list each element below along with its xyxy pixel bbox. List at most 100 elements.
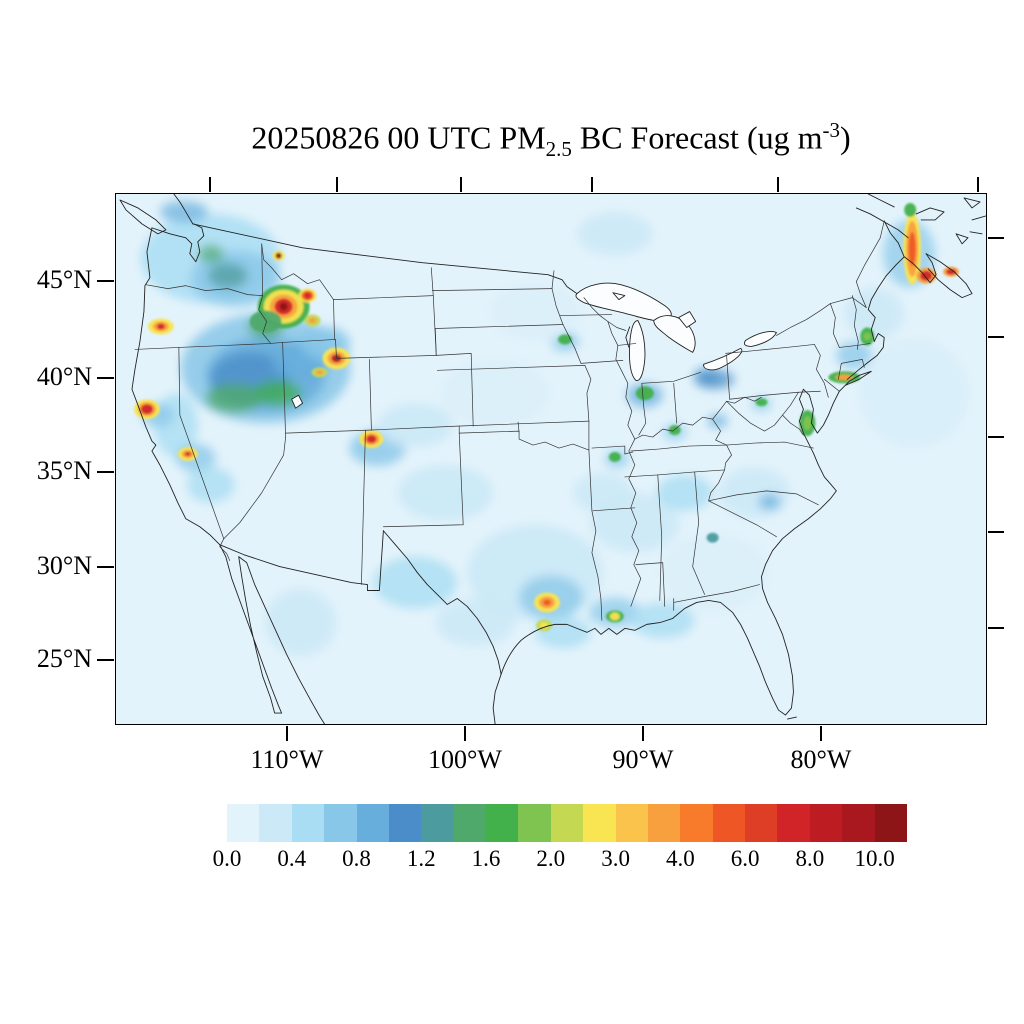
pm-hotspot	[706, 532, 719, 543]
colorbar-cell	[809, 804, 843, 842]
top-tick	[977, 177, 979, 192]
lat-tick	[97, 659, 114, 661]
pm-haze-blob	[197, 244, 224, 263]
pm-haze-blob	[264, 588, 337, 657]
colorbar-tick-label: 4.0	[665, 846, 695, 871]
colorbar-cell	[388, 804, 422, 842]
colorbar-cell	[259, 804, 292, 842]
title-middle: BC Forecast (ug m	[571, 119, 823, 156]
pm-hotspot	[557, 334, 572, 345]
pm-hotspot	[803, 416, 812, 431]
great-lakes	[291, 282, 777, 409]
pm-haze-blob	[656, 474, 713, 511]
colorbar-cell	[680, 804, 713, 842]
pm-hotspot	[543, 599, 551, 606]
top-tick	[336, 177, 338, 192]
colorbar-cell	[453, 804, 486, 842]
pm-haze-blob	[373, 556, 458, 609]
lon-tick	[820, 726, 822, 741]
pm-haze-blob	[377, 403, 454, 448]
lat-tick-label: 45°N	[36, 265, 92, 294]
title-prefix: 20250826 00 UTC PM	[251, 119, 546, 156]
pm-hotspot	[908, 231, 916, 266]
colorbar-cell	[227, 804, 260, 842]
top-tick	[777, 177, 779, 192]
colorbar-tick-label: 8.0	[795, 846, 825, 871]
pm-haze-blob	[576, 211, 653, 256]
pm-haze-blob	[207, 262, 248, 289]
colorbar-cell	[550, 804, 584, 842]
lat-tick-label: 40°N	[36, 362, 92, 391]
colorbar-cell	[356, 804, 389, 842]
colorbar-tick-label: 1.2	[406, 846, 436, 871]
colorbar-cell	[324, 804, 357, 842]
colorbar-tick-label: 0.8	[342, 846, 371, 871]
lat-tick	[97, 377, 114, 379]
pm-haze-blob	[435, 598, 516, 647]
lon-tick-label: 80°W	[790, 745, 852, 774]
colorbar	[227, 804, 907, 842]
colorbar-cell	[777, 804, 810, 842]
pm-hotspot	[635, 386, 654, 401]
colorbar-cell	[421, 804, 454, 842]
pm-haze-blob	[253, 380, 302, 407]
page-title: 20250826 00 UTC PM2.5 BC Forecast (ug m-…	[115, 118, 987, 162]
lat-tick-label: 35°N	[36, 456, 92, 485]
colorbar-cell	[842, 804, 875, 842]
pm-haze-blob	[159, 200, 208, 223]
colorbar-cell	[647, 804, 681, 842]
colorbar-cell	[712, 804, 745, 842]
pm-hotspot	[904, 202, 917, 217]
colorbar-tick-label: 6.0	[730, 846, 760, 871]
map-plot-area	[115, 193, 987, 725]
colorbar-cell	[583, 804, 616, 842]
right-tick	[988, 336, 1004, 338]
pm-hotspot	[249, 310, 282, 333]
colorbar-cell	[486, 804, 519, 842]
top-tick	[591, 177, 593, 192]
colorbar-tick-label: 2.0	[536, 846, 566, 871]
lon-tick-label: 100°W	[428, 745, 502, 774]
pm-hotspot	[920, 270, 933, 281]
pm-hotspot	[863, 332, 872, 341]
title-superscript: -3	[822, 118, 840, 142]
lon-tick	[464, 726, 466, 741]
pm-haze-blob	[859, 338, 970, 449]
pm-haze-blob	[186, 466, 235, 503]
right-tick	[988, 627, 1004, 629]
pm-hotspot	[140, 404, 153, 415]
pm-haze-blob	[659, 532, 770, 613]
top-tick	[209, 177, 211, 192]
lon-tick-label: 110°W	[250, 745, 324, 774]
pm-haze-blob	[489, 281, 581, 342]
pm-haze-blob	[440, 358, 551, 429]
colorbar-labels: 0.0 0.4 0.8 1.2 1.6 2.0 3.0 4.0 6.0 8.0 10.0	[213, 846, 907, 873]
pm-haze-blob	[205, 383, 262, 414]
pm-hotspot	[835, 374, 854, 381]
pm-haze-blob	[844, 287, 905, 340]
right-tick	[988, 531, 1004, 533]
lat-tick	[97, 471, 114, 473]
pm-hotspot	[668, 425, 681, 436]
pm-haze-blob	[758, 493, 781, 510]
colorbar-cell	[745, 804, 778, 842]
title-subscript: 2.5	[545, 137, 572, 162]
colorbar-tick-label: 0.0	[212, 846, 242, 871]
pm-hotspot	[946, 268, 957, 275]
lat-tick-label: 30°N	[36, 551, 92, 580]
colorbar-tick-label: 3.0	[601, 846, 630, 871]
lat-tick	[97, 566, 114, 568]
lon-tick-label: 90°W	[612, 745, 674, 774]
pm-haze-blob	[572, 472, 633, 513]
pm-hotspot	[609, 612, 620, 621]
lon-tick	[642, 726, 644, 741]
pm-haze-blob	[630, 602, 695, 639]
lat-tick	[97, 280, 114, 282]
state-borders	[134, 220, 885, 621]
conus-forecast-map	[116, 194, 986, 724]
colorbar-cell	[615, 804, 648, 842]
pm-haze-blob	[397, 464, 494, 521]
lat-tick-label: 25°N	[36, 644, 92, 673]
pm-hotspot	[315, 369, 324, 375]
